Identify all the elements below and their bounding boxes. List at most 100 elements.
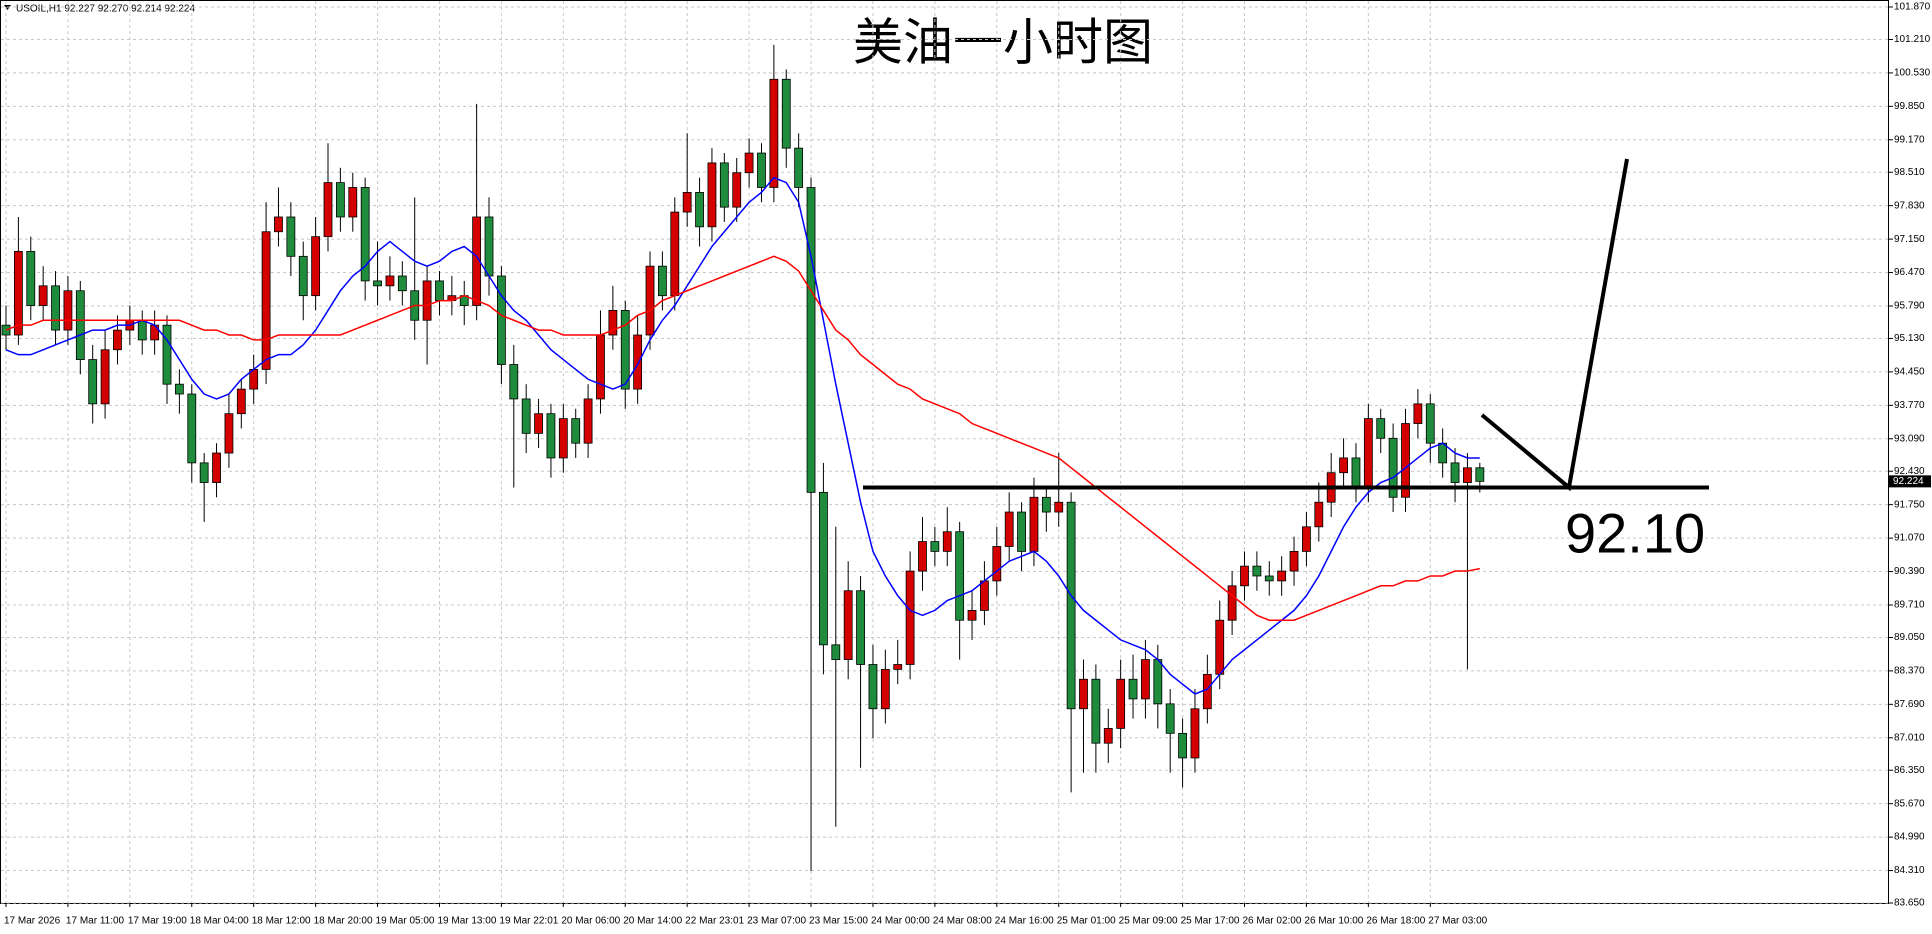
y-tick-label: 95.790 xyxy=(1894,301,1925,312)
candle-body xyxy=(51,285,60,331)
x-tick-label: 17 Mar 11:00 xyxy=(66,916,125,927)
candle-body xyxy=(596,334,605,400)
x-tick-label: 17 Mar 2026 xyxy=(4,916,61,927)
candle-body xyxy=(1339,457,1348,474)
y-tick-label: 97.830 xyxy=(1894,200,1925,211)
candle-body xyxy=(682,191,692,213)
candle-body xyxy=(1363,418,1373,488)
candle-body xyxy=(571,418,581,444)
x-tick-label: 19 Mar 13:00 xyxy=(437,916,496,927)
candle-body xyxy=(323,182,333,238)
candle-body xyxy=(1289,550,1299,572)
candle-body xyxy=(385,275,395,287)
x-tick-label: 19 Mar 22:01 xyxy=(499,916,558,927)
candle-body xyxy=(633,334,643,390)
candle-body xyxy=(1091,678,1101,744)
y-tick-label: 93.090 xyxy=(1894,433,1925,444)
x-tick-label: 26 Mar 02:00 xyxy=(1243,916,1302,927)
candle-body xyxy=(1215,619,1225,675)
candle-body xyxy=(1240,565,1249,587)
candle-body xyxy=(360,187,370,282)
candle-body xyxy=(942,531,952,552)
candle-body xyxy=(236,388,246,415)
y-tick-label: 86.350 xyxy=(1894,765,1925,776)
candle-body xyxy=(1202,673,1212,710)
x-tick-label: 23 Mar 07:00 xyxy=(747,916,806,927)
x-tick-label: 26 Mar 18:00 xyxy=(1366,916,1425,927)
candle-body xyxy=(521,398,531,434)
candle-body xyxy=(992,546,1002,582)
y-tick-label: 87.010 xyxy=(1894,732,1925,743)
x-tick-label: 24 Mar 08:00 xyxy=(933,916,992,927)
plot-frame xyxy=(0,0,1889,904)
candle-body xyxy=(620,310,630,390)
candle-body xyxy=(199,462,209,483)
y-tick-label: 94.450 xyxy=(1894,367,1925,378)
x-tick-label: 23 Mar 15:00 xyxy=(809,916,868,927)
x-tick-label: 19 Mar 05:00 xyxy=(376,916,435,927)
x-tick-label: 27 Mar 03:00 xyxy=(1428,916,1487,927)
candle-body xyxy=(261,231,271,370)
x-tick-label: 22 Mar 23:01 xyxy=(685,916,744,927)
x-tick-label: 17 Mar 19:00 xyxy=(128,916,187,927)
candle-body xyxy=(695,191,704,228)
candle-body xyxy=(1252,565,1262,577)
y-tick-label: 84.310 xyxy=(1894,865,1925,876)
candle-body xyxy=(274,216,283,233)
candle-body xyxy=(967,609,977,621)
candle-body xyxy=(856,590,865,665)
candle-body xyxy=(75,290,85,360)
candle-body xyxy=(1054,501,1064,513)
candle-body xyxy=(1463,467,1472,483)
candle-body xyxy=(744,152,754,174)
candle-body xyxy=(757,152,766,188)
x-tick-label: 25 Mar 01:00 xyxy=(1057,916,1116,927)
candle-body xyxy=(348,187,358,218)
candle-body xyxy=(224,413,234,454)
candle-body xyxy=(1141,659,1150,700)
candle-body xyxy=(1388,437,1398,498)
candle-body xyxy=(955,531,965,621)
candle-body xyxy=(880,669,890,710)
candle-body xyxy=(905,570,915,665)
candle-body xyxy=(13,251,23,336)
candle-body xyxy=(1116,678,1126,729)
x-tick-label: 25 Mar 09:00 xyxy=(1119,916,1178,927)
candle-body xyxy=(212,452,221,483)
candle-body xyxy=(1264,575,1274,582)
y-tick-label: 100.530 xyxy=(1894,68,1931,79)
candle-body xyxy=(174,383,184,395)
candle-body xyxy=(1041,496,1051,513)
y-tick-label: 101.210 xyxy=(1894,34,1931,45)
candle-body xyxy=(658,265,667,297)
candle-body xyxy=(980,580,989,611)
candle-body xyxy=(113,329,122,351)
candle-body xyxy=(732,172,742,208)
candle-body xyxy=(1376,418,1386,439)
candle-body xyxy=(1079,678,1088,710)
candle-body xyxy=(88,359,98,405)
y-tick-label: 92.430 xyxy=(1894,466,1925,477)
candle-body xyxy=(1277,570,1287,582)
candle-body xyxy=(1401,423,1410,498)
y-tick-label: 97.150 xyxy=(1894,234,1925,245)
x-tick-label: 25 Mar 17:00 xyxy=(1181,916,1240,927)
level-label: 92.10 xyxy=(1565,501,1705,564)
candle-body xyxy=(435,280,444,301)
candle-body xyxy=(397,275,407,292)
y-tick-label: 99.850 xyxy=(1894,101,1925,112)
candle-body xyxy=(422,280,432,321)
candle-body xyxy=(707,162,717,228)
candle-body xyxy=(930,541,940,552)
candle-body xyxy=(1103,728,1113,744)
candle-body xyxy=(583,398,593,444)
x-tick-label: 24 Mar 00:00 xyxy=(871,916,930,927)
y-tick-label: 87.690 xyxy=(1894,699,1925,710)
candle-body xyxy=(1165,703,1175,734)
candle-body xyxy=(769,78,779,188)
candle-body xyxy=(534,413,543,434)
y-tick-label: 91.070 xyxy=(1894,533,1925,544)
ma-line xyxy=(5,176,1480,695)
candle-body xyxy=(893,664,903,670)
